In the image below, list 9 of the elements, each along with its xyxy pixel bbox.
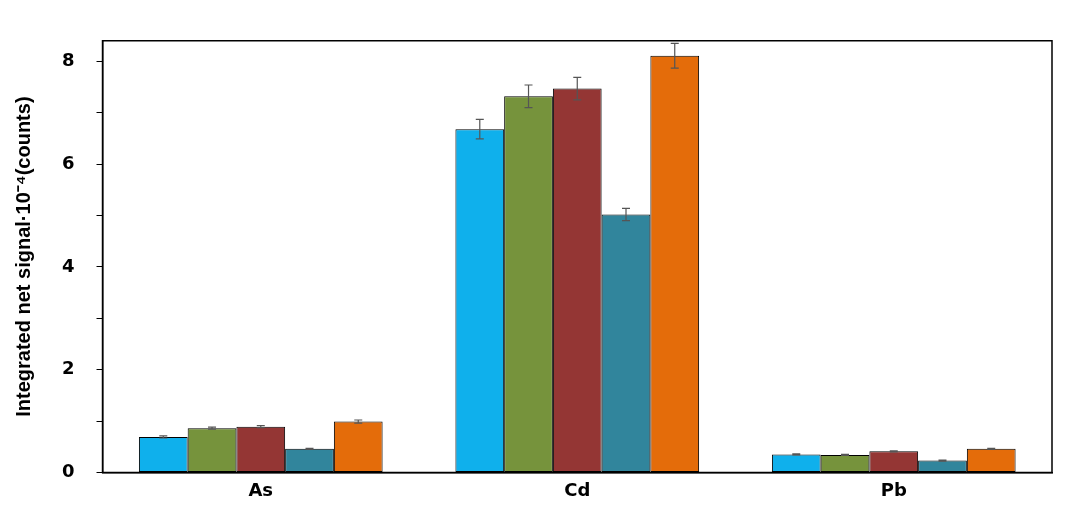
- y-tick-label: 8: [61, 49, 75, 71]
- y-tick-label: 2: [61, 357, 75, 379]
- x-tick-label: As: [248, 478, 274, 500]
- y-tick-label: 4: [61, 254, 75, 276]
- y-tick-label: 6: [61, 151, 75, 173]
- x-tick-label: Pb: [880, 478, 907, 500]
- x-tick-label: Cd: [564, 478, 591, 500]
- y-axis-title: Integrated net signal·10⁻⁴(counts): [11, 96, 34, 417]
- y-tick-label: 0: [61, 460, 75, 482]
